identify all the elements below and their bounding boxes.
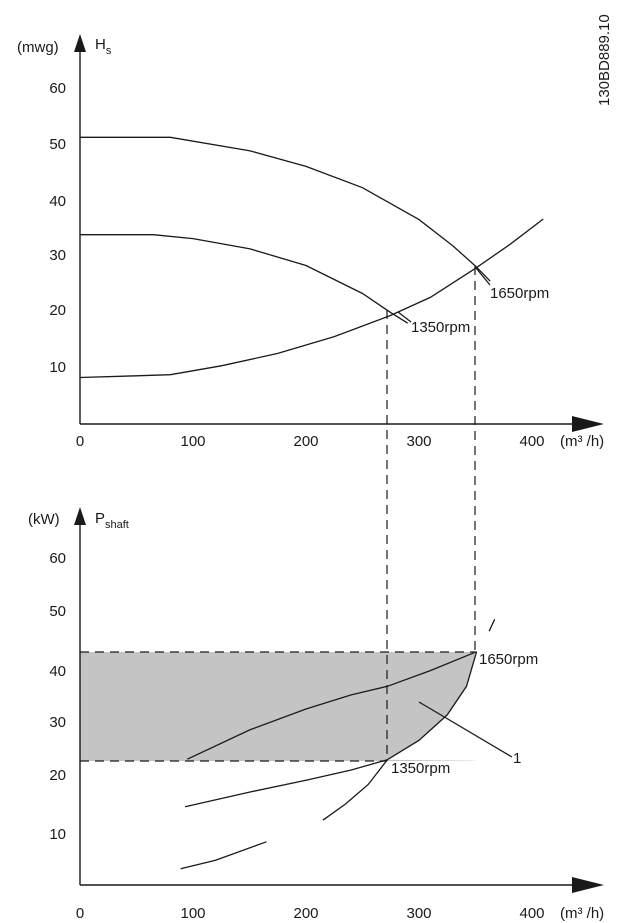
leader-line (397, 311, 412, 323)
curve-system (79, 218, 544, 379)
x-tick-label: 0 (76, 905, 84, 922)
curve-1350rpm-power (184, 759, 388, 808)
curve-cube-law-mid (322, 759, 388, 821)
head-chart: (mwg) Hs (m³ /h) 0 100 200 300 400 10 20… (17, 34, 604, 450)
curve-cube-law (387, 651, 478, 761)
y-tick-label: 30 (49, 714, 66, 731)
x-tick-label: 400 (519, 433, 544, 450)
curve-1650rpm-power (187, 651, 477, 760)
curve-1350rpm-head (80, 234, 409, 324)
y-tick-label: 20 (49, 767, 66, 784)
y-axis-title: Pshaft (95, 510, 129, 531)
y-unit-label: (kW) (28, 511, 60, 528)
x-tick-label: 300 (406, 433, 431, 450)
y-tick-label: 10 (49, 826, 66, 843)
x-tick-label: 300 (406, 905, 431, 922)
y-tick-label: 40 (49, 193, 66, 210)
x-tick-label: 400 (519, 905, 544, 922)
y-tick-label: 50 (49, 603, 66, 620)
document-id-box: 130BD889.10 (596, 14, 613, 106)
operating-point-guides (80, 266, 476, 762)
label-1350rpm-bottom: 1350rpm (391, 760, 450, 777)
x-tick-label: 100 (180, 905, 205, 922)
label-1650rpm-top: 1650rpm (490, 285, 549, 302)
tick-labels-top: 0 100 200 300 400 10 20 30 40 50 60 (49, 80, 544, 450)
y-tick-label: 60 (49, 80, 66, 97)
x-tick-label: 0 (76, 433, 84, 450)
y-tick-label: 10 (49, 359, 66, 376)
y-unit-label: (mwg) (17, 39, 59, 56)
label-1350rpm-top: 1350rpm (411, 319, 470, 336)
shading-mask (387, 651, 479, 761)
document-id: 130BD889.10 (596, 14, 613, 106)
x-tick-label: 200 (293, 433, 318, 450)
leader-line (418, 701, 513, 758)
tick-labels-bottom: 0 100 200 300 400 10 20 30 40 50 60 (49, 550, 544, 922)
y-axis-title: Hs (95, 36, 112, 57)
power-chart: (kW) Pshaft (m³ /h) 0 100 200 300 400 10… (28, 507, 604, 922)
y-tick-label: 20 (49, 302, 66, 319)
x-axis-arrow-icon (572, 416, 604, 432)
x-tick-label: 200 (293, 905, 318, 922)
y-axis-arrow-icon (74, 507, 86, 525)
curve-cube-law-tip (488, 619, 496, 632)
x-axis-arrow-icon (572, 877, 604, 893)
x-axis-title: (m³ /h) (560, 433, 604, 450)
curve-1650rpm-head (80, 136, 491, 282)
energy-saving-area (80, 652, 475, 761)
x-tick-label: 100 (180, 433, 205, 450)
y-axis-arrow-icon (74, 34, 86, 52)
leader-line (475, 267, 491, 286)
y-tick-label: 30 (49, 247, 66, 264)
y-tick-label: 50 (49, 136, 66, 153)
label-1650rpm-bottom: 1650rpm (479, 651, 538, 668)
y-tick-label: 40 (49, 663, 66, 680)
y-tick-label: 60 (49, 550, 66, 567)
label-area-1: 1 (513, 750, 521, 767)
x-axis-title: (m³ /h) (560, 905, 604, 922)
curve-cube-law-lower (180, 841, 267, 870)
